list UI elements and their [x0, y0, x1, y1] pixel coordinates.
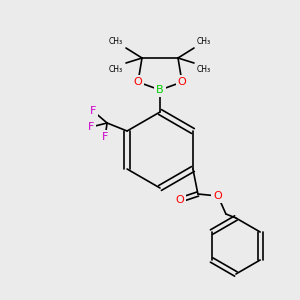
Text: CH₃: CH₃: [109, 65, 123, 74]
Text: F: F: [102, 132, 108, 142]
Text: O: O: [178, 77, 186, 87]
Text: B: B: [156, 85, 164, 95]
Text: F: F: [88, 122, 94, 132]
Text: O: O: [134, 77, 142, 87]
Text: F: F: [90, 106, 96, 116]
Text: O: O: [176, 195, 184, 205]
Text: CH₃: CH₃: [197, 65, 211, 74]
Text: CH₃: CH₃: [197, 37, 211, 46]
Text: O: O: [214, 191, 222, 201]
Text: CH₃: CH₃: [109, 37, 123, 46]
